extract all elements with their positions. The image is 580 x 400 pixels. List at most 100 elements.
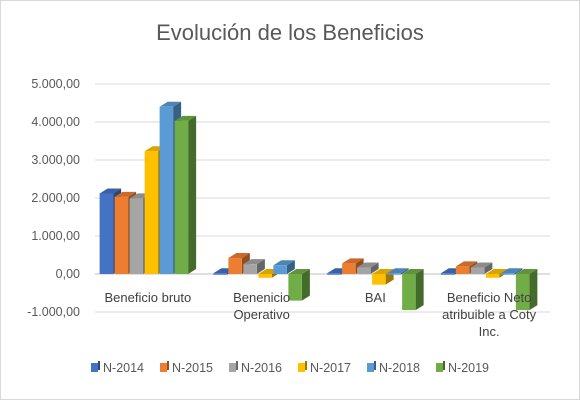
bar — [515, 269, 538, 311]
bar-front — [243, 264, 257, 274]
legend-item: N-2018 — [367, 361, 420, 375]
legend-label: N-2016 — [241, 361, 282, 375]
legend-label: N-2017 — [310, 361, 351, 375]
legend-label: N-2018 — [379, 361, 420, 375]
bar-top — [470, 262, 493, 268]
bar — [273, 260, 295, 274]
legend-swatch — [298, 363, 305, 372]
bar-top — [357, 262, 379, 268]
bar — [174, 115, 197, 274]
bar-front — [129, 198, 144, 274]
legend-swatch — [160, 363, 167, 372]
tick-labels: 5.000,00 4.000,00 3.000,00 2.000,00 1.000,00… — [27, 77, 536, 339]
bar-top — [485, 269, 508, 274]
bar-top — [387, 268, 409, 274]
bar-front — [144, 151, 159, 274]
bar — [357, 262, 379, 274]
legend-swatch — [436, 363, 443, 372]
bar-top — [174, 115, 197, 121]
bar-side — [514, 268, 523, 275]
legend-item: N-2014 — [91, 361, 144, 375]
bar-front — [213, 273, 227, 275]
category-label: Beneficio Neto atribuible a Coty Inc. — [442, 290, 536, 339]
bar — [243, 259, 265, 274]
bar — [500, 268, 523, 275]
legend-swatch-side — [167, 361, 169, 370]
bar-front — [258, 274, 272, 278]
bar-side — [484, 262, 493, 274]
legend-item: N-2017 — [298, 361, 351, 375]
bar-front — [485, 274, 500, 278]
legend-item: N-2015 — [160, 361, 213, 375]
bar-top — [515, 269, 538, 274]
bar-front — [228, 258, 242, 274]
bar-side — [415, 269, 424, 311]
bar-side — [256, 259, 265, 274]
bar-front — [372, 274, 386, 285]
bar-side — [188, 115, 197, 274]
bar-side — [286, 260, 295, 274]
legend-swatch — [229, 363, 236, 372]
bar-side — [301, 269, 310, 301]
bar-top — [159, 101, 182, 107]
bar-top — [500, 268, 523, 274]
legend-swatch-side — [236, 361, 238, 370]
bar-top — [243, 259, 265, 265]
bar-front — [402, 274, 416, 311]
bar-front — [387, 273, 401, 275]
bar-front — [114, 196, 129, 274]
legend-swatch-side — [443, 361, 445, 370]
bars — [99, 101, 538, 311]
bar-front — [174, 120, 189, 274]
bar-front — [455, 266, 470, 274]
legend: N-2014 N-2015 N-2016 N-2017 N-2018 N-2019 — [91, 361, 489, 375]
y-tick-label: 2.000,00 — [31, 191, 80, 205]
bar-side — [370, 262, 379, 274]
legend-label: N-2014 — [103, 361, 144, 375]
bar — [387, 268, 409, 275]
bar — [470, 262, 493, 274]
bar-top — [342, 258, 364, 264]
bar-top — [114, 191, 137, 197]
bar-front — [440, 273, 455, 275]
bar-front — [288, 274, 302, 301]
category-label: Beneficio bruto — [105, 290, 192, 305]
chart-title: Evolución de los Beneficios — [156, 20, 424, 45]
y-tick-label: 4.000,00 — [31, 115, 80, 129]
legend-swatch-side — [98, 361, 100, 370]
legend-item: N-2016 — [229, 361, 282, 375]
y-tick-label: -1.000,00 — [27, 305, 80, 319]
bar-top — [455, 261, 478, 267]
legend-label: N-2015 — [172, 361, 213, 375]
bar-top — [288, 269, 310, 274]
bar-top — [402, 269, 424, 274]
bar-front — [273, 265, 287, 274]
bar-side — [529, 269, 538, 311]
bar-top — [99, 188, 122, 194]
bar — [288, 269, 310, 301]
y-tick-label: 0,00 — [56, 267, 80, 281]
bar-top — [372, 269, 394, 274]
legend-swatch-side — [374, 361, 376, 370]
category-label: BAI — [365, 290, 386, 305]
bar-top — [273, 260, 295, 266]
y-tick-label: 1.000,00 — [31, 229, 80, 243]
category-label: Benenicio Operativo — [233, 290, 290, 322]
bar-front — [159, 106, 174, 274]
legend-swatch — [367, 363, 374, 372]
bar-front — [99, 193, 114, 274]
legend-swatch — [91, 363, 98, 372]
bar-front — [500, 273, 515, 275]
bar — [402, 269, 424, 311]
bar-side — [400, 268, 409, 275]
y-tick-label: 5.000,00 — [31, 77, 80, 91]
bar-top — [228, 253, 250, 259]
legend-item: N-2019 — [436, 361, 489, 375]
bar-front — [515, 274, 530, 311]
bar-front — [342, 263, 356, 274]
legend-swatch-side — [305, 361, 307, 370]
legend-label: N-2019 — [448, 361, 489, 375]
bar-front — [327, 273, 341, 275]
